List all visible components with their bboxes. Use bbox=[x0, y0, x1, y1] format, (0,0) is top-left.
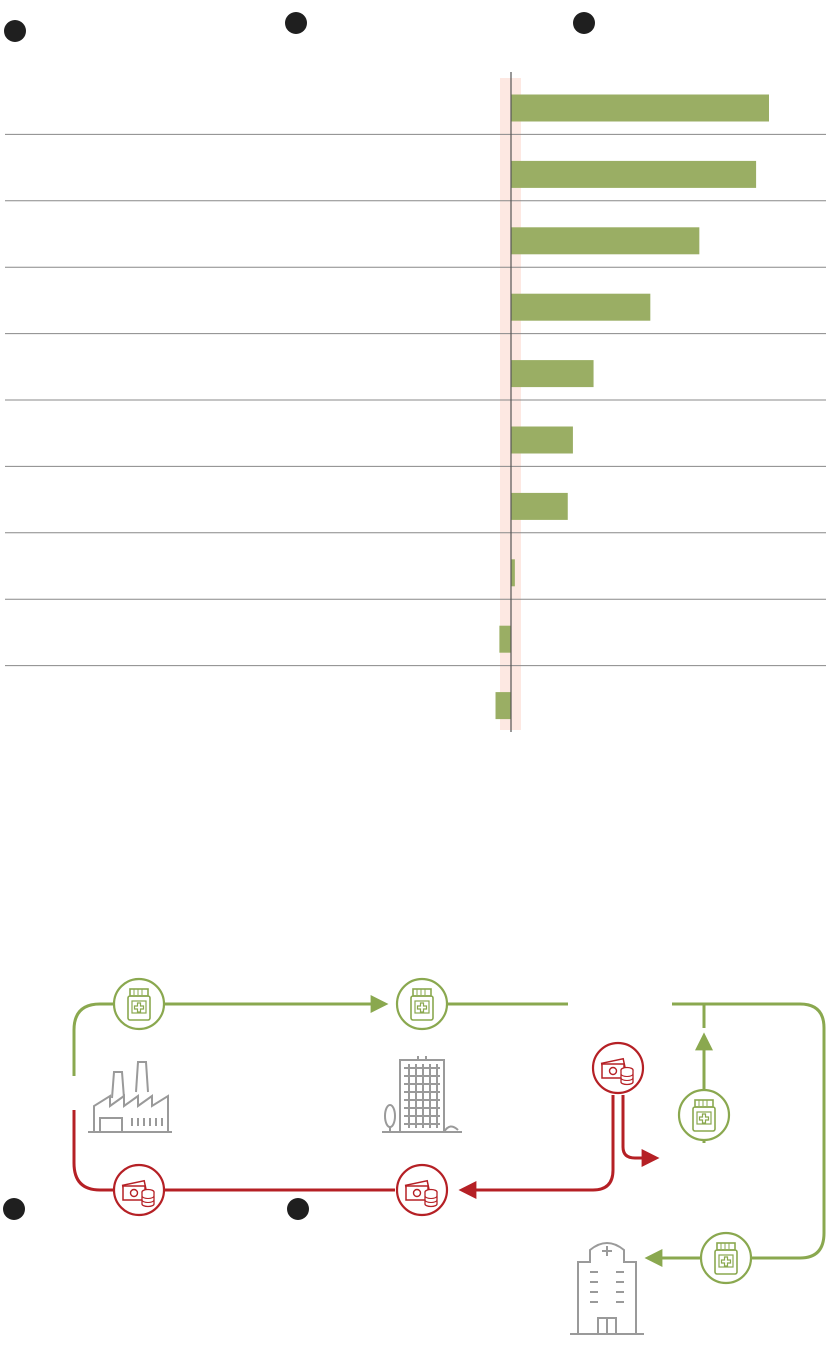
money-token bbox=[591, 1041, 645, 1095]
money-flow-line bbox=[458, 1095, 615, 1199]
money-token bbox=[112, 1163, 166, 1217]
office-building-icon bbox=[382, 1056, 462, 1133]
money-token bbox=[395, 1163, 449, 1217]
step-marker bbox=[287, 1198, 309, 1220]
medicine-token bbox=[112, 977, 166, 1031]
step-marker bbox=[573, 12, 595, 34]
step-marker bbox=[4, 20, 26, 42]
bar bbox=[511, 426, 573, 454]
bar-chart bbox=[5, 72, 826, 732]
money-flow-line bbox=[621, 1095, 660, 1167]
step-marker bbox=[3, 1198, 25, 1220]
bar bbox=[511, 160, 757, 188]
medicine-token bbox=[699, 1231, 753, 1285]
bar bbox=[511, 293, 651, 321]
medicine-token bbox=[677, 1088, 731, 1142]
bar bbox=[511, 94, 769, 122]
hospital-icon bbox=[570, 1242, 644, 1335]
row-dividers bbox=[5, 133, 826, 667]
step-marker bbox=[285, 12, 307, 34]
bars bbox=[495, 94, 769, 720]
bar bbox=[511, 559, 515, 587]
bar bbox=[495, 692, 511, 720]
bar bbox=[511, 227, 700, 255]
money-flow-line bbox=[72, 1110, 395, 1192]
bar bbox=[511, 360, 594, 388]
medicine-token bbox=[395, 977, 449, 1031]
goods-flow-line bbox=[72, 995, 389, 1076]
bar bbox=[499, 625, 511, 653]
factory-icon bbox=[88, 1061, 172, 1133]
bar bbox=[511, 492, 568, 520]
goods-flow-line bbox=[644, 1002, 826, 1267]
